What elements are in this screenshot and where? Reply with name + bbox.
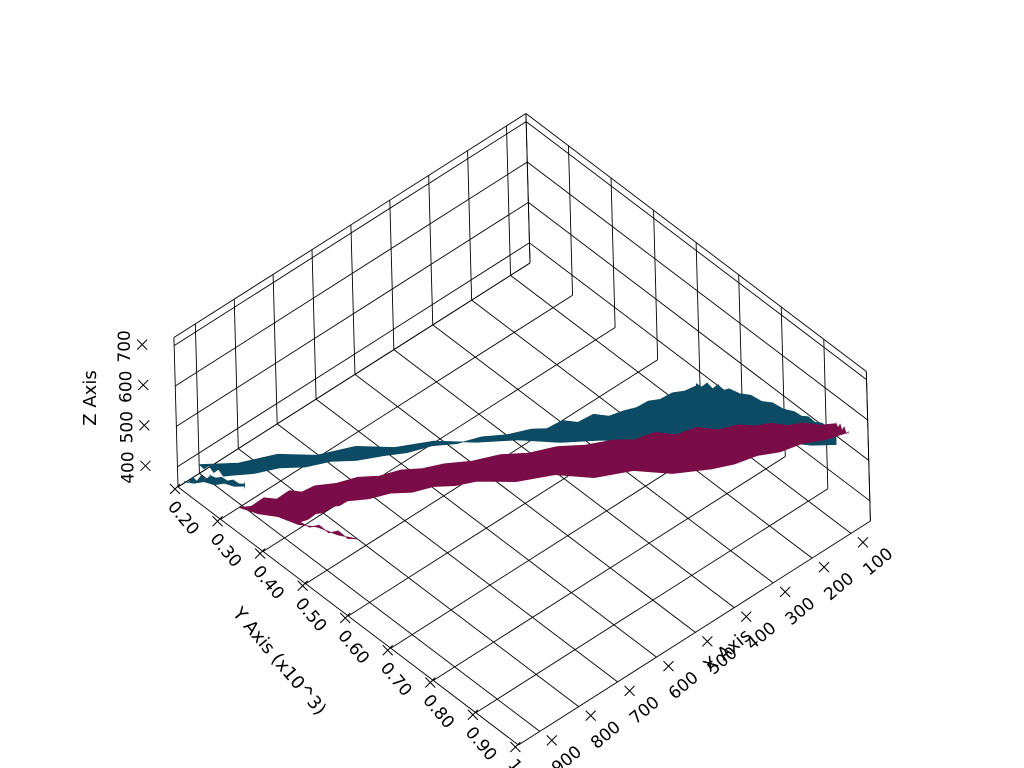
x-tick-mark [624,685,635,697]
floor-grid-y-line [475,488,829,714]
wall-y-grid-z-line [528,202,870,461]
floor-grid-y-line [262,327,616,552]
wall-x-grid-line [389,200,395,350]
y-tick-label: 0.50 [291,594,331,636]
wall-y-grid-line [610,178,616,328]
wall-x-grid-line [506,125,512,276]
floor-grid-y-line [433,456,786,681]
z-tick-mark [137,379,149,391]
x-tick-mark [585,710,597,721]
floor-grid-y-line [220,294,573,520]
tick-labels: 1002003004005006007008009000.200.300.400… [115,330,897,768]
wall-x-grid-line [272,274,278,424]
z-axis-title: Z Axis [80,370,101,425]
tick-marks [136,339,869,753]
y-tick-mark [169,483,181,495]
y-tick-mark [424,677,436,688]
z-tick-mark [140,460,151,472]
left-vertical-line [173,337,179,488]
z-tick-mark [138,420,150,431]
x-tick-label: 900 [548,742,586,768]
y-tick-label: 0.40 [248,562,288,604]
x-tick-mark [546,735,558,746]
y-tick-label: 0.80 [418,691,458,733]
floor-edge-line [177,486,519,746]
corner-vertical-line [525,113,531,264]
x-tick-mark [702,636,713,647]
wall-y-grid-z-line [525,121,867,380]
wall-x-grid-line [428,175,434,325]
wall-x-grid-line [350,224,356,375]
z-tick-label: 600 [116,371,136,403]
wall-x-top-line [173,113,527,338]
x-tick-label: 700 [626,693,664,729]
y-tick-label: 0.90 [461,723,501,765]
x-tick-mark [663,660,674,672]
wall-y-grid-z-line [526,161,868,421]
wall-x-grid-z-line [177,242,530,468]
surfaces [183,382,849,540]
right-vertical-line [865,371,871,522]
x-tick-label: 600 [665,668,703,704]
floor-grid-y-line [518,520,871,746]
x-tick-mark [740,611,752,622]
wall-x-grid-line [233,299,239,449]
y-tick-label: 0.30 [206,530,246,572]
wall-x-grid-z-line [173,121,527,346]
wall-x-grid-line [311,249,317,400]
z-tick-label: 700 [115,330,135,362]
y-tick-mark [339,612,351,624]
wall-y-grid-line [695,242,701,393]
x-tick-label: 200 [820,569,858,605]
y-tick-mark [382,644,394,656]
floor-edge-line [177,262,531,488]
z-tick-mark [136,339,148,350]
y-tick-mark [254,548,266,559]
wall-x-grid-line [194,323,200,474]
y-tick-label: 0.70 [376,659,416,701]
surface-0-1 [183,474,245,489]
x-tick-label: 100 [859,544,897,580]
wall-x-grid-z-line [175,161,528,387]
wall-y-grid-z-line [529,242,871,502]
y-tick-label: 0.60 [333,626,373,668]
z-tick-label: 500 [117,411,137,443]
y-tick-mark [467,709,479,721]
wall-x-grid-z-line [176,202,529,427]
x-tick-mark [779,586,791,598]
y-tick-mark [510,741,521,753]
wall-x-grid-line [467,150,473,301]
y-tick-label: 1.00 [504,755,544,768]
x-tick-label: 300 [782,594,820,630]
wall-y-grid-line [568,145,573,296]
y-tick-mark [297,580,309,592]
x-tick-mark [818,561,830,573]
surface-1-0 [238,422,849,540]
x-tick-mark [857,537,869,548]
z-tick-label: 400 [118,451,138,483]
wall-y-grid-line [823,339,829,489]
wall-y-top-line [525,113,867,372]
y-tick-label: 0.20 [163,497,203,539]
wall-y-grid-line [653,210,659,360]
x-tick-label: 800 [587,717,625,753]
y-tick-mark [212,515,223,527]
